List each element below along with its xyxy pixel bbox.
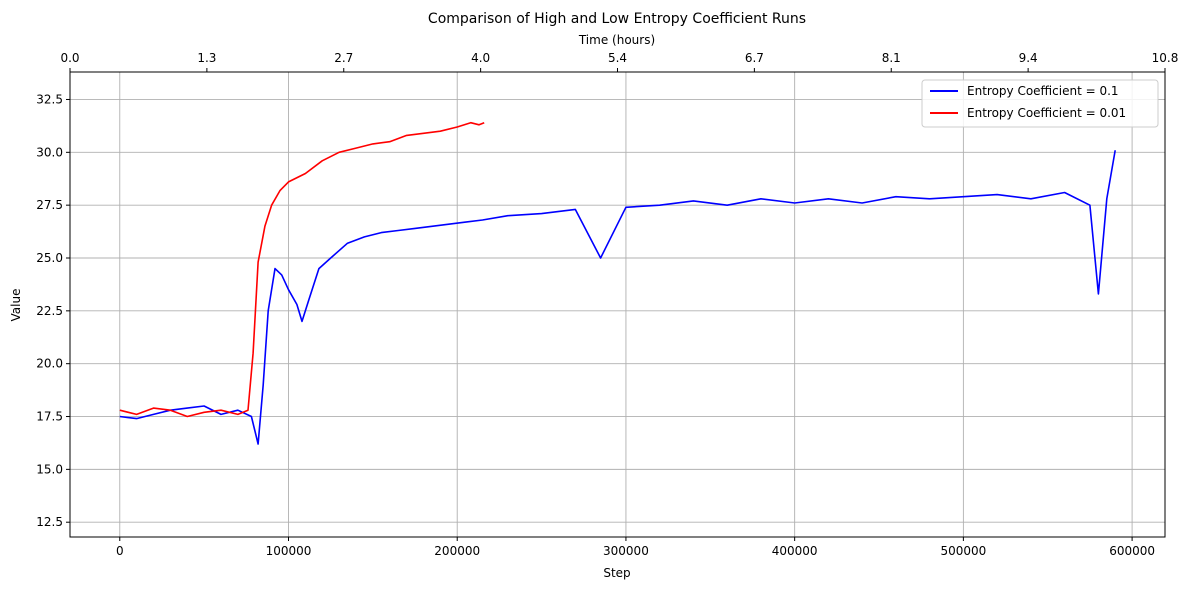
y-tick-label: 20.0 [36, 357, 63, 371]
series-lines [119, 121, 1116, 445]
legend-label-series-1: Entropy Coefficient = 0.1 [967, 84, 1119, 98]
x-tick-label: 300000 [603, 544, 649, 558]
axis-ticks: 0 100000 200000 300000 400000 500000 600000 12.… [36, 51, 1178, 558]
top-x-tick-label: 1.3 [197, 51, 216, 65]
x-tick-label: 600000 [1109, 544, 1155, 558]
top-x-tick-label: 5.4 [608, 51, 627, 65]
series-line-2 [119, 121, 485, 418]
y-tick-label: 12.5 [36, 515, 63, 529]
top-x-tick-label: 8.1 [882, 51, 901, 65]
top-x-tick-label: 4.0 [471, 51, 490, 65]
y-tick-label: 27.5 [36, 198, 63, 212]
top-x-tick-label: 2.7 [334, 51, 353, 65]
legend-label-series-2: Entropy Coefficient = 0.01 [967, 106, 1126, 120]
top-x-tick-label: 9.4 [1019, 51, 1038, 65]
top-x-tick-label: 6.7 [745, 51, 764, 65]
legend-box [921, 79, 1159, 128]
y-tick-label: 15.0 [36, 462, 63, 476]
y-axis-title: Value [9, 289, 23, 322]
grid [70, 72, 1165, 537]
plot-frame [69, 71, 1166, 538]
x-tick-label: 100000 [266, 544, 312, 558]
y-tick-label: 30.0 [36, 145, 63, 159]
x-tick-label: 400000 [772, 544, 818, 558]
series-line-1 [119, 150, 1116, 445]
x-tick-label: 500000 [940, 544, 986, 558]
x-tick-label: 0 [116, 544, 124, 558]
chart-title: Comparison of High and Low Entropy Coeff… [428, 11, 806, 27]
top-x-tick-label: 10.8 [1152, 51, 1179, 65]
y-tick-label: 32.5 [36, 92, 63, 106]
top-x-tick-label: 0.0 [60, 51, 79, 65]
y-tick-label: 22.5 [36, 304, 63, 318]
top-x-axis-title: Time (hours) [578, 33, 655, 47]
x-tick-label: 200000 [434, 544, 480, 558]
x-axis-title: Step [603, 566, 630, 580]
legend: Entropy Coefficient = 0.1 Entropy Coeffi… [921, 79, 1159, 128]
y-tick-label: 17.5 [36, 410, 63, 424]
y-tick-label: 25.0 [36, 251, 63, 265]
